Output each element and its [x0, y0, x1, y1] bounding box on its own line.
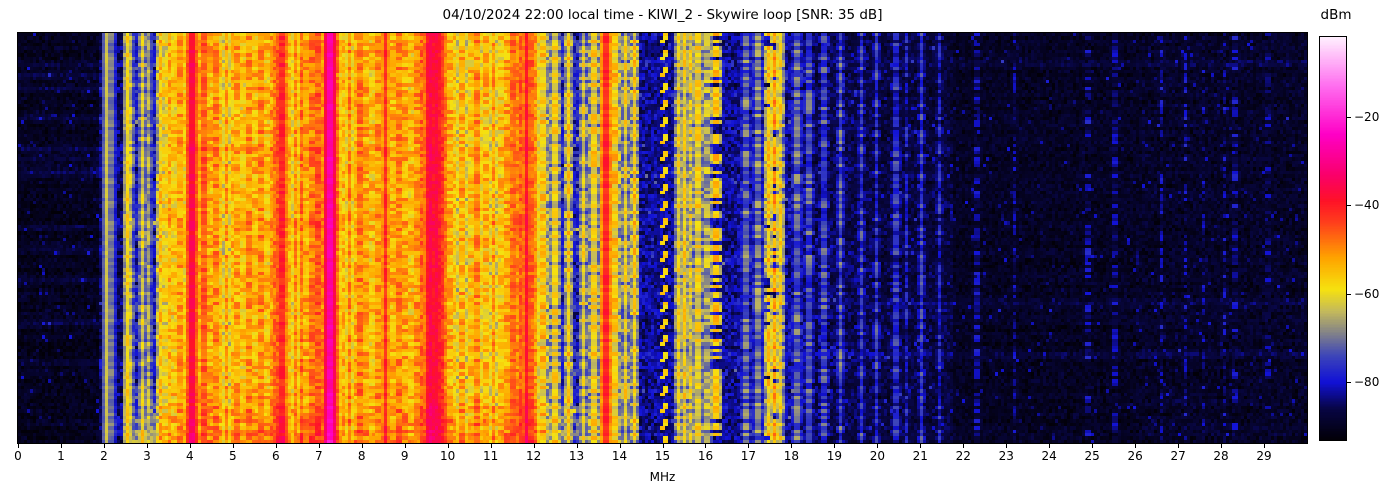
- x-tick-label: 4: [186, 449, 194, 463]
- x-tick-mark: [18, 444, 19, 448]
- x-tick-mark: [1178, 444, 1180, 448]
- x-tick-label: 7: [314, 449, 323, 463]
- x-tick-mark: [877, 444, 879, 448]
- x-tick-mark: [490, 444, 492, 448]
- x-tick-label: 20: [869, 449, 885, 463]
- x-tick-label: 11: [482, 449, 499, 463]
- waterfall-canvas: [17, 32, 1308, 444]
- x-tick-label: 8: [357, 449, 366, 463]
- x-tick-label: 13: [568, 449, 585, 463]
- x-tick-mark: [275, 444, 277, 448]
- x-tick-label: 9: [400, 449, 409, 463]
- x-tick-label: 5: [229, 449, 237, 463]
- x-tick-mark: [920, 444, 922, 448]
- x-tick-label: 27: [1170, 449, 1186, 463]
- x-tick-mark: [533, 444, 535, 448]
- x-tick-mark: [146, 444, 148, 448]
- colorbar-tick-label: −60: [1354, 286, 1380, 301]
- x-tick-mark: [791, 444, 793, 448]
- x-tick-label: 0: [14, 449, 22, 463]
- x-tick-label: 29: [1256, 449, 1272, 463]
- x-tick-label: 21: [912, 449, 928, 463]
- x-tick-mark: [662, 444, 664, 448]
- x-tick-mark: [1092, 444, 1094, 448]
- x-tick-label: 6: [271, 449, 280, 463]
- x-tick-mark: [103, 444, 105, 448]
- x-tick-mark: [232, 444, 234, 448]
- x-tick-mark: [963, 444, 965, 448]
- x-tick-mark: [705, 444, 707, 448]
- x-tick-label: 3: [143, 449, 151, 463]
- x-tick-mark: [748, 444, 750, 448]
- x-tick-mark: [1221, 444, 1223, 448]
- x-tick-mark: [60, 444, 62, 448]
- colorbar-tick-mark: [1347, 293, 1351, 295]
- x-tick-label: 23: [998, 449, 1014, 463]
- x-tick-label: 16: [697, 449, 714, 463]
- x-tick-label: 2: [100, 449, 108, 463]
- x-tick-label: 1: [57, 449, 65, 463]
- x-tick-mark: [404, 444, 406, 448]
- colorbar-tick-mark: [1347, 205, 1351, 207]
- x-tick-mark: [576, 444, 578, 448]
- colorbar-tick-label: −40: [1354, 198, 1380, 213]
- x-tick-mark: [1264, 444, 1266, 448]
- x-tick-label: 25: [1084, 449, 1100, 463]
- x-tick-label: 17: [740, 449, 757, 463]
- colorbar-tick-mark: [1347, 382, 1351, 384]
- x-tick-label: 24: [1041, 449, 1057, 463]
- x-tick-label: 14: [611, 449, 628, 463]
- colorbar-unit-label: dBm: [1320, 7, 1352, 23]
- colorbar-canvas: [1319, 36, 1347, 441]
- x-tick-label: 26: [1127, 449, 1143, 463]
- x-tick-mark: [361, 444, 363, 448]
- x-tick-label: 28: [1213, 449, 1229, 463]
- x-tick-label: 12: [525, 449, 542, 463]
- chart-title: 04/10/2024 22:00 local time - KIWI_2 - S…: [442, 7, 883, 23]
- x-tick-mark: [1006, 444, 1008, 448]
- colorbar-tick-label: −20: [1354, 109, 1380, 124]
- x-tick-label: 22: [955, 449, 971, 463]
- x-tick-label: 18: [783, 449, 800, 463]
- x-tick-mark: [1049, 444, 1051, 448]
- colorbar-tick-label: −80: [1354, 375, 1380, 390]
- x-tick-mark: [447, 444, 449, 448]
- x-tick-mark: [318, 444, 320, 448]
- x-tick-mark: [834, 444, 836, 448]
- x-tick-label: 10: [440, 449, 456, 463]
- x-tick-mark: [189, 444, 191, 448]
- x-tick-label: 15: [654, 449, 671, 463]
- x-tick-label: 19: [826, 449, 842, 463]
- colorbar-tick-mark: [1347, 116, 1351, 118]
- x-tick-mark: [619, 444, 621, 448]
- x-tick-mark: [1135, 444, 1137, 448]
- x-axis-label: MHz: [649, 470, 676, 484]
